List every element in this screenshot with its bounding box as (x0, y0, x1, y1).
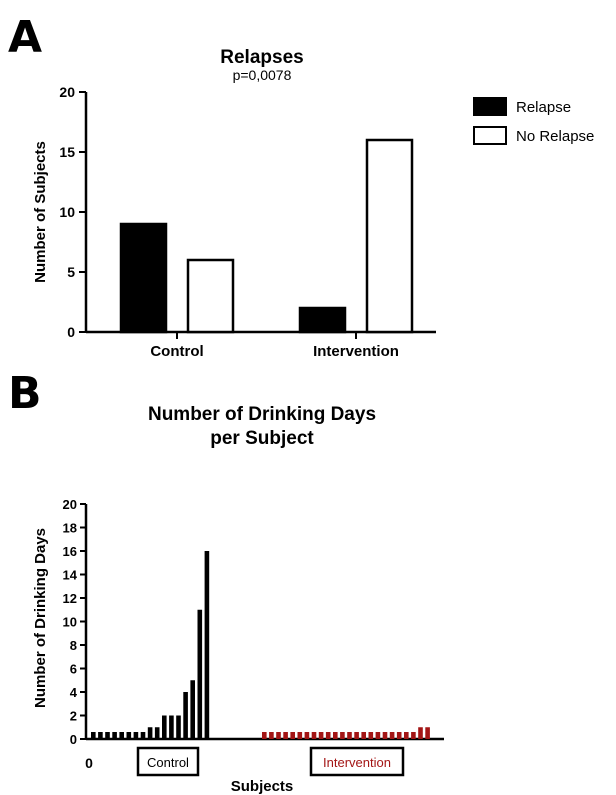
control-group-label-box (136, 746, 200, 777)
panel-b-y-tick-label: 4 (70, 685, 78, 700)
intervention-group-label-box (309, 746, 405, 777)
bar-no-relapse-control (186, 258, 235, 334)
bar-control-subject (98, 732, 103, 739)
panel-a-y-tick-label: 0 (67, 324, 75, 340)
bar-control-subject (176, 715, 181, 739)
bar-no-relapse-intervention (365, 138, 414, 334)
bar-control-subject (169, 715, 174, 739)
panel-b-y-tick-label: 0 (70, 732, 77, 747)
panel-a-x-tick-label: Intervention (313, 343, 399, 360)
panel-a-y-axis-label: Number of Subjects (32, 141, 49, 283)
panel-b-title-line-1: Number of Drinking Days (148, 404, 376, 425)
bar-control-subject (140, 732, 146, 739)
bar-control-subject (183, 692, 188, 739)
panel-b-y-tick-label: 12 (63, 591, 77, 606)
panel-b-title-line-2: per Subject (210, 428, 314, 449)
panel-a-y-tick-label: 10 (59, 204, 75, 220)
bar-intervention-subject (425, 727, 430, 739)
bar-intervention-subject (290, 732, 295, 739)
bar-control-subject (112, 732, 117, 739)
bar-control-subject (119, 732, 124, 739)
panel-b-y-tick-label: 16 (63, 544, 77, 559)
panel-a-bars (119, 138, 414, 334)
panel-a-y-ticks: 0 5 10 15 20 (59, 84, 86, 340)
bar-intervention-subject (276, 732, 281, 739)
bar-intervention-subject (375, 732, 381, 739)
bar-intervention-subject (404, 732, 409, 739)
bar-intervention-subject (297, 732, 303, 739)
bar-control-subject (204, 551, 210, 739)
bar-intervention-subject (396, 732, 402, 739)
bar-control-subject (147, 727, 153, 739)
bar-control-subject (133, 732, 139, 739)
bar-control-subject (91, 732, 96, 739)
panel-b-bars (91, 551, 430, 739)
bar-control-subject (162, 715, 167, 739)
panel-b-y-tick-label: 6 (70, 662, 77, 677)
bar-intervention-subject (411, 732, 416, 739)
panel-b-axes (84, 504, 444, 741)
panel-b-y-tick-label: 2 (70, 709, 77, 724)
panel-a-y-tick-label: 15 (59, 144, 75, 160)
panel-a-letter: A (8, 12, 42, 63)
legend-label-no-relapse: No Relapse (516, 128, 594, 145)
panel-b-y-tick-label: 10 (63, 615, 77, 630)
bar-intervention-subject (283, 732, 288, 739)
panel-a-x-tick-label: Control (150, 343, 203, 360)
panel-a-legend: Relapse No Relapse (473, 97, 594, 145)
bar-intervention-subject (325, 732, 331, 739)
bar-control-subject (105, 732, 110, 739)
bar-intervention-subject (389, 732, 395, 739)
legend-swatch-no-relapse (473, 126, 507, 145)
bar-intervention-subject (382, 732, 388, 739)
panel-b-x-origin-label: 0 (85, 755, 93, 771)
bar-intervention-subject (368, 732, 374, 739)
panel-a-y-tick-label: 20 (59, 84, 75, 100)
panel-a-x-ticks: Control Intervention (150, 332, 399, 360)
bar-intervention-subject (333, 732, 338, 739)
panel-b-y-tick-label: 8 (70, 638, 77, 653)
panel-b-y-ticks: 0 2 4 6 8 10 12 14 16 18 20 (63, 497, 86, 747)
bar-intervention-subject (262, 732, 267, 739)
legend-swatch-relapse (473, 97, 507, 116)
bar-intervention-subject (311, 732, 317, 739)
panel-b-letter: B (8, 368, 42, 419)
panel-a-y-tick-label: 5 (67, 264, 75, 280)
bar-intervention-subject (304, 732, 310, 739)
bar-intervention-subject (347, 732, 352, 739)
panel-b-y-tick-label: 14 (63, 568, 78, 583)
bar-intervention-subject (354, 732, 359, 739)
bar-control-subject (190, 680, 195, 739)
legend-label-relapse: Relapse (516, 99, 571, 116)
panel-b-x-axis-label: Subjects (231, 778, 294, 795)
control-group-label: Control (147, 755, 189, 770)
panel-b-y-tick-label: 18 (63, 521, 77, 536)
panel-b-y-axis-label: Number of Drinking Days (32, 528, 49, 708)
bar-relapse-intervention (298, 306, 347, 334)
bar-control-subject (197, 609, 203, 739)
bar-relapse-control (119, 222, 168, 334)
bar-control-subject (126, 732, 132, 739)
bar-intervention-subject (340, 732, 345, 739)
bar-control-subject (154, 727, 160, 739)
intervention-group-label: Intervention (323, 755, 391, 770)
bar-intervention-subject (318, 732, 324, 739)
bar-intervention-subject (361, 732, 366, 739)
bar-intervention-subject (418, 727, 423, 739)
panel-b-y-tick-label: 20 (63, 497, 77, 512)
bar-intervention-subject (269, 732, 274, 739)
panel-a-title: Relapses (220, 47, 303, 68)
panel-a-subtitle: p=0,0078 (233, 67, 292, 83)
